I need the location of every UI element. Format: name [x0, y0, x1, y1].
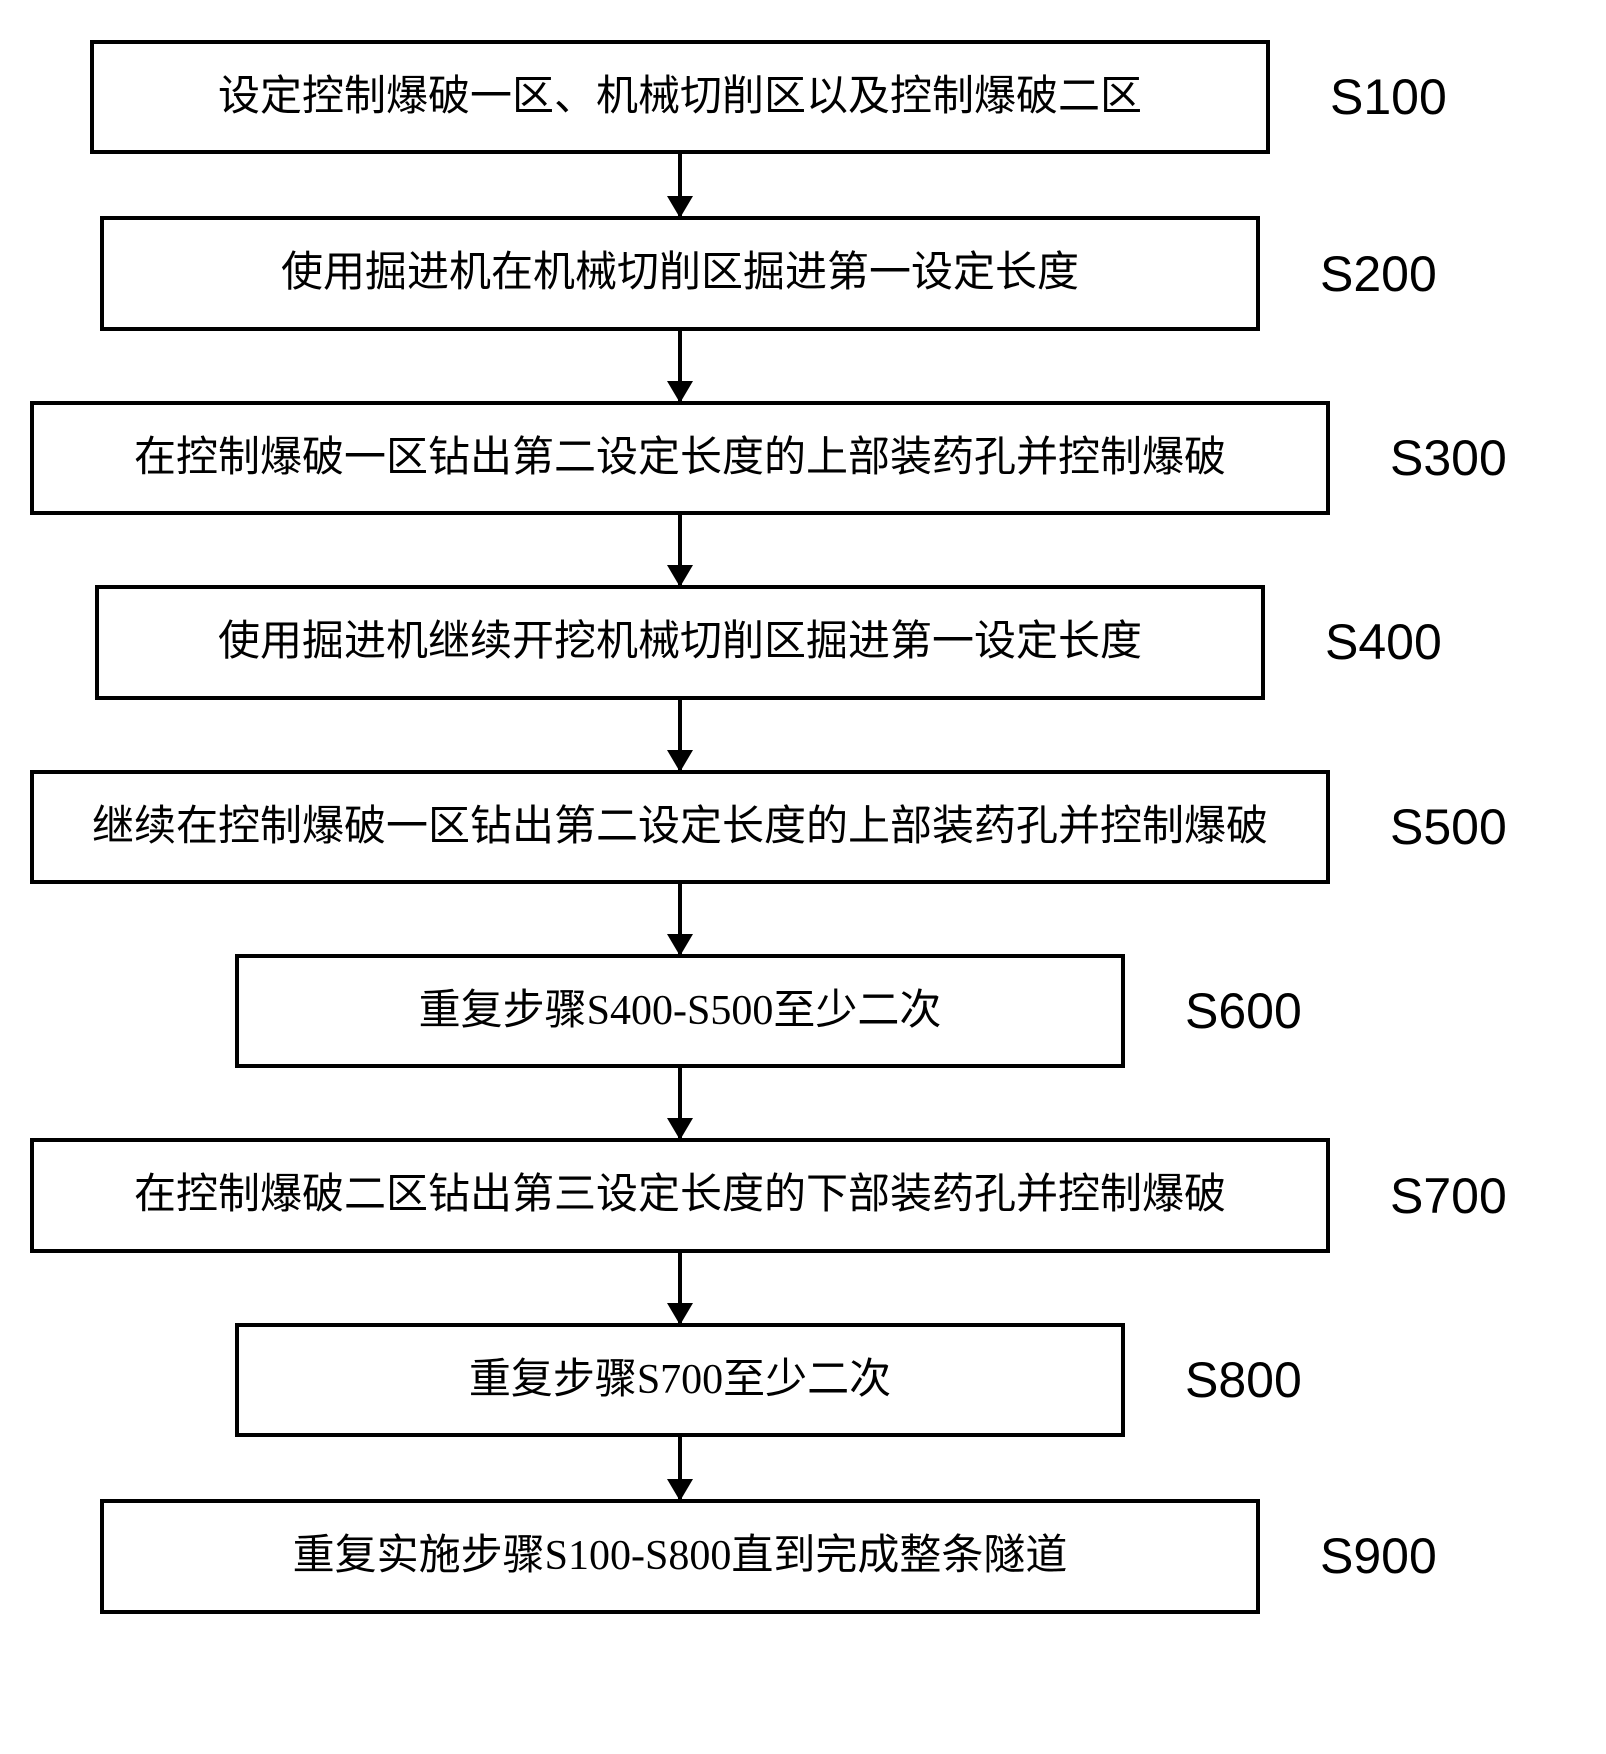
- step-row-s500: 继续在控制爆破一区钻出第二设定长度的上部装药孔并控制爆破 S500: [30, 770, 1576, 884]
- arrow-s700-s800: [30, 1253, 1330, 1323]
- step-label-s400: S400: [1325, 613, 1442, 671]
- arrow-s200-s300: [30, 331, 1330, 401]
- step-row-s300: 在控制爆破一区钻出第二设定长度的上部装药孔并控制爆破 S300: [30, 401, 1576, 515]
- arrow-s800-s900: [30, 1437, 1330, 1499]
- step-box-s200: 使用掘进机在机械切削区掘进第一设定长度: [100, 216, 1260, 330]
- step-label-s100: S100: [1330, 68, 1447, 126]
- arrow-s600-s700: [30, 1068, 1330, 1138]
- step-label-s900: S900: [1320, 1527, 1437, 1585]
- step-row-s100: 设定控制爆破一区、机械切削区以及控制爆破二区 S100: [30, 40, 1576, 154]
- arrow-s500-s600: [30, 884, 1330, 954]
- step-row-s900: 重复实施步骤S100-S800直到完成整条隧道 S900: [30, 1499, 1576, 1613]
- step-label-s600: S600: [1185, 982, 1302, 1040]
- step-row-s800: 重复步骤S700至少二次 S800: [30, 1323, 1576, 1437]
- step-label-s500: S500: [1390, 798, 1507, 856]
- step-box-s700: 在控制爆破二区钻出第三设定长度的下部装药孔并控制爆破: [30, 1138, 1330, 1252]
- step-box-s300: 在控制爆破一区钻出第二设定长度的上部装药孔并控制爆破: [30, 401, 1330, 515]
- step-row-s600: 重复步骤S400-S500至少二次 S600: [30, 954, 1576, 1068]
- step-box-s800: 重复步骤S700至少二次: [235, 1323, 1125, 1437]
- step-label-s300: S300: [1390, 429, 1507, 487]
- arrow-s300-s400: [30, 515, 1330, 585]
- step-row-s200: 使用掘进机在机械切削区掘进第一设定长度 S200: [30, 216, 1576, 330]
- step-box-s600: 重复步骤S400-S500至少二次: [235, 954, 1125, 1068]
- step-label-s800: S800: [1185, 1351, 1302, 1409]
- flowchart-container: 设定控制爆破一区、机械切削区以及控制爆破二区 S100 使用掘进机在机械切削区掘…: [30, 40, 1576, 1614]
- step-label-s200: S200: [1320, 245, 1437, 303]
- step-row-s700: 在控制爆破二区钻出第三设定长度的下部装药孔并控制爆破 S700: [30, 1138, 1576, 1252]
- step-label-s700: S700: [1390, 1167, 1507, 1225]
- step-row-s400: 使用掘进机继续开挖机械切削区掘进第一设定长度 S400: [30, 585, 1576, 699]
- step-box-s900: 重复实施步骤S100-S800直到完成整条隧道: [100, 1499, 1260, 1613]
- step-box-s500: 继续在控制爆破一区钻出第二设定长度的上部装药孔并控制爆破: [30, 770, 1330, 884]
- step-box-s100: 设定控制爆破一区、机械切削区以及控制爆破二区: [90, 40, 1270, 154]
- step-box-s400: 使用掘进机继续开挖机械切削区掘进第一设定长度: [95, 585, 1265, 699]
- arrow-s100-s200: [30, 154, 1330, 216]
- arrow-s400-s500: [30, 700, 1330, 770]
